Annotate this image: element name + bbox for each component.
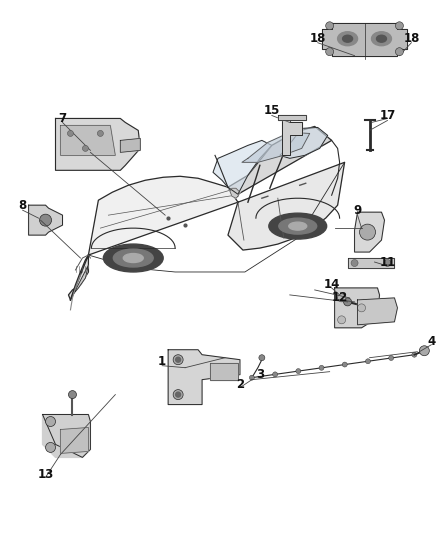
Circle shape (357, 304, 366, 312)
Ellipse shape (289, 222, 307, 230)
Text: 18: 18 (403, 32, 420, 45)
Text: 3: 3 (256, 368, 264, 381)
Circle shape (419, 346, 429, 356)
Text: 9: 9 (353, 204, 362, 217)
Polygon shape (60, 125, 115, 155)
Circle shape (46, 416, 56, 426)
Polygon shape (210, 362, 238, 379)
Circle shape (326, 22, 334, 30)
Text: 14: 14 (323, 278, 340, 292)
Polygon shape (242, 132, 310, 163)
Circle shape (396, 22, 403, 30)
Polygon shape (213, 140, 272, 194)
Text: 7: 7 (58, 112, 67, 125)
Ellipse shape (124, 254, 143, 263)
Circle shape (176, 357, 180, 362)
Circle shape (319, 365, 324, 370)
Circle shape (97, 131, 103, 136)
Text: 13: 13 (37, 468, 54, 481)
Ellipse shape (338, 32, 357, 46)
Text: 15: 15 (264, 104, 280, 117)
Circle shape (338, 316, 346, 324)
Polygon shape (68, 255, 88, 300)
Circle shape (412, 352, 417, 357)
Polygon shape (120, 139, 140, 152)
Circle shape (173, 355, 183, 365)
Ellipse shape (279, 218, 317, 234)
Circle shape (343, 298, 352, 306)
Ellipse shape (269, 213, 327, 239)
Text: 12: 12 (332, 292, 348, 304)
Text: 4: 4 (427, 335, 435, 348)
Circle shape (384, 260, 391, 266)
Circle shape (249, 375, 254, 380)
Polygon shape (168, 350, 240, 405)
Circle shape (338, 294, 346, 302)
Polygon shape (321, 23, 407, 55)
Text: 2: 2 (236, 378, 244, 391)
Polygon shape (280, 127, 328, 158)
Polygon shape (60, 427, 88, 454)
Polygon shape (282, 118, 302, 155)
Circle shape (296, 369, 301, 374)
Circle shape (342, 362, 347, 367)
Text: 18: 18 (310, 32, 326, 45)
Ellipse shape (371, 32, 392, 46)
Circle shape (68, 391, 77, 399)
Ellipse shape (377, 35, 386, 42)
Circle shape (82, 146, 88, 151)
Polygon shape (230, 188, 240, 198)
Circle shape (176, 392, 180, 397)
Ellipse shape (343, 35, 353, 42)
Circle shape (173, 390, 183, 400)
Polygon shape (228, 126, 332, 194)
Polygon shape (348, 258, 395, 268)
Circle shape (351, 260, 358, 266)
Text: 8: 8 (18, 199, 27, 212)
Polygon shape (228, 163, 345, 250)
Circle shape (365, 359, 371, 364)
Polygon shape (278, 116, 306, 120)
Polygon shape (357, 298, 397, 325)
Circle shape (46, 442, 56, 453)
Text: 1: 1 (158, 355, 166, 368)
Circle shape (272, 372, 278, 377)
Polygon shape (28, 205, 63, 235)
Polygon shape (335, 288, 379, 328)
Circle shape (259, 355, 265, 361)
Text: 17: 17 (379, 109, 396, 122)
Circle shape (67, 131, 74, 136)
Ellipse shape (113, 249, 153, 267)
Circle shape (389, 356, 394, 360)
Polygon shape (355, 212, 385, 252)
Polygon shape (71, 265, 88, 300)
Text: 11: 11 (379, 255, 396, 269)
Polygon shape (42, 415, 90, 457)
Ellipse shape (103, 244, 163, 272)
Polygon shape (88, 176, 238, 255)
Polygon shape (56, 118, 140, 171)
Circle shape (360, 224, 375, 240)
Circle shape (396, 47, 403, 55)
Circle shape (39, 214, 52, 226)
Circle shape (326, 47, 334, 55)
